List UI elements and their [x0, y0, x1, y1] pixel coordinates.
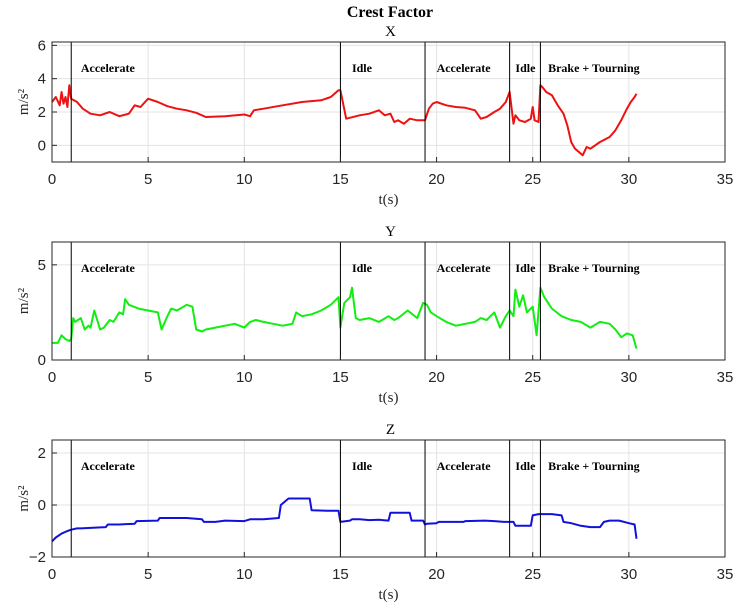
- x-tick-label: 15: [332, 369, 349, 386]
- x-tick-label: 10: [236, 171, 253, 188]
- panel-z: Z Accelerate Idle Accelerate Idle Brake + Tou…: [16, 422, 733, 603]
- x-tick-label: 30: [621, 171, 638, 188]
- x-axis-label: t(s): [379, 587, 399, 603]
- y-axis-label: m/s²: [16, 287, 32, 314]
- subplots: X Accelerate Idle Accelerate Idle Brake + Tou…: [16, 24, 733, 603]
- x-tick-label: 30: [621, 566, 638, 583]
- series-line-z: [51, 497, 638, 543]
- y-tick-label: 4: [38, 71, 46, 88]
- x-tick-label: 35: [717, 369, 734, 386]
- axes-box: [51, 241, 726, 361]
- y-tick-label: 2: [38, 445, 46, 462]
- y-tick-label: 0: [38, 137, 46, 154]
- x-tick-label: 15: [332, 566, 349, 583]
- x-tick-label: 30: [621, 369, 638, 386]
- phase-label: Accelerate: [81, 459, 136, 473]
- x-tick-label: 35: [717, 171, 734, 188]
- y-axis-label: m/s²: [16, 485, 32, 512]
- subplot-title: X: [385, 24, 396, 40]
- x-tick-label: 25: [524, 369, 541, 386]
- phase-label: Accelerate: [437, 261, 492, 275]
- x-axis-label: t(s): [379, 192, 399, 208]
- x-tick-label: 15: [332, 171, 349, 188]
- plot-area: [52, 242, 725, 360]
- phase-label: Idle: [352, 61, 373, 75]
- series-line-y: [52, 286, 638, 349]
- plot-area: [52, 42, 725, 162]
- phase-label: Idle: [515, 459, 536, 473]
- x-tick-label: 25: [524, 566, 541, 583]
- y-tick-label: 5: [38, 257, 46, 274]
- panel-x: X Accelerate Idle Accelerate Idle Brake + Tou…: [16, 24, 733, 208]
- phase-label: Idle: [515, 61, 536, 75]
- phase-label: Accelerate: [81, 261, 136, 275]
- phase-label: Accelerate: [81, 61, 136, 75]
- x-tick-label: 20: [428, 566, 445, 583]
- x-tick-label: 0: [48, 171, 56, 188]
- phase-label: Idle: [352, 459, 373, 473]
- axes-box: [51, 439, 726, 558]
- x-tick-label: 10: [236, 369, 253, 386]
- x-tick-label: 5: [144, 171, 152, 188]
- x-tick-label: 0: [48, 566, 56, 583]
- y-tick-label: 2: [38, 104, 46, 121]
- x-tick-label: 10: [236, 566, 253, 583]
- subplot-title: Z: [386, 422, 395, 438]
- x-tick-label: 35: [717, 566, 734, 583]
- x-axis-label: t(s): [379, 390, 399, 406]
- x-tick-label: 25: [524, 171, 541, 188]
- figure-title: Crest Factor: [347, 4, 433, 21]
- phase-label: Brake + Tourning: [548, 61, 640, 75]
- y-tick-label: −2: [29, 549, 46, 566]
- x-tick-label: 20: [428, 369, 445, 386]
- y-tick-label: 6: [38, 37, 46, 54]
- phase-label: Accelerate: [437, 459, 492, 473]
- plot-area: [52, 440, 725, 557]
- phase-label: Idle: [515, 261, 536, 275]
- phase-label: Brake + Tourning: [548, 459, 640, 473]
- y-tick-label: 0: [38, 497, 46, 514]
- x-tick-label: 5: [144, 369, 152, 386]
- y-tick-label: 0: [38, 352, 46, 369]
- y-axis-label: m/s²: [16, 88, 32, 115]
- phase-label: Idle: [352, 261, 373, 275]
- phase-label: Accelerate: [437, 61, 492, 75]
- x-tick-label: 20: [428, 171, 445, 188]
- axes-box: [51, 41, 726, 163]
- panel-y: Y Accelerate Idle Accelerate Idle Brake + Tou…: [16, 224, 733, 406]
- phase-label: Brake + Tourning: [548, 261, 640, 275]
- series-line-x: [51, 84, 638, 157]
- subplot-title: Y: [385, 224, 396, 240]
- x-tick-label: 0: [48, 369, 56, 386]
- x-tick-label: 5: [144, 566, 152, 583]
